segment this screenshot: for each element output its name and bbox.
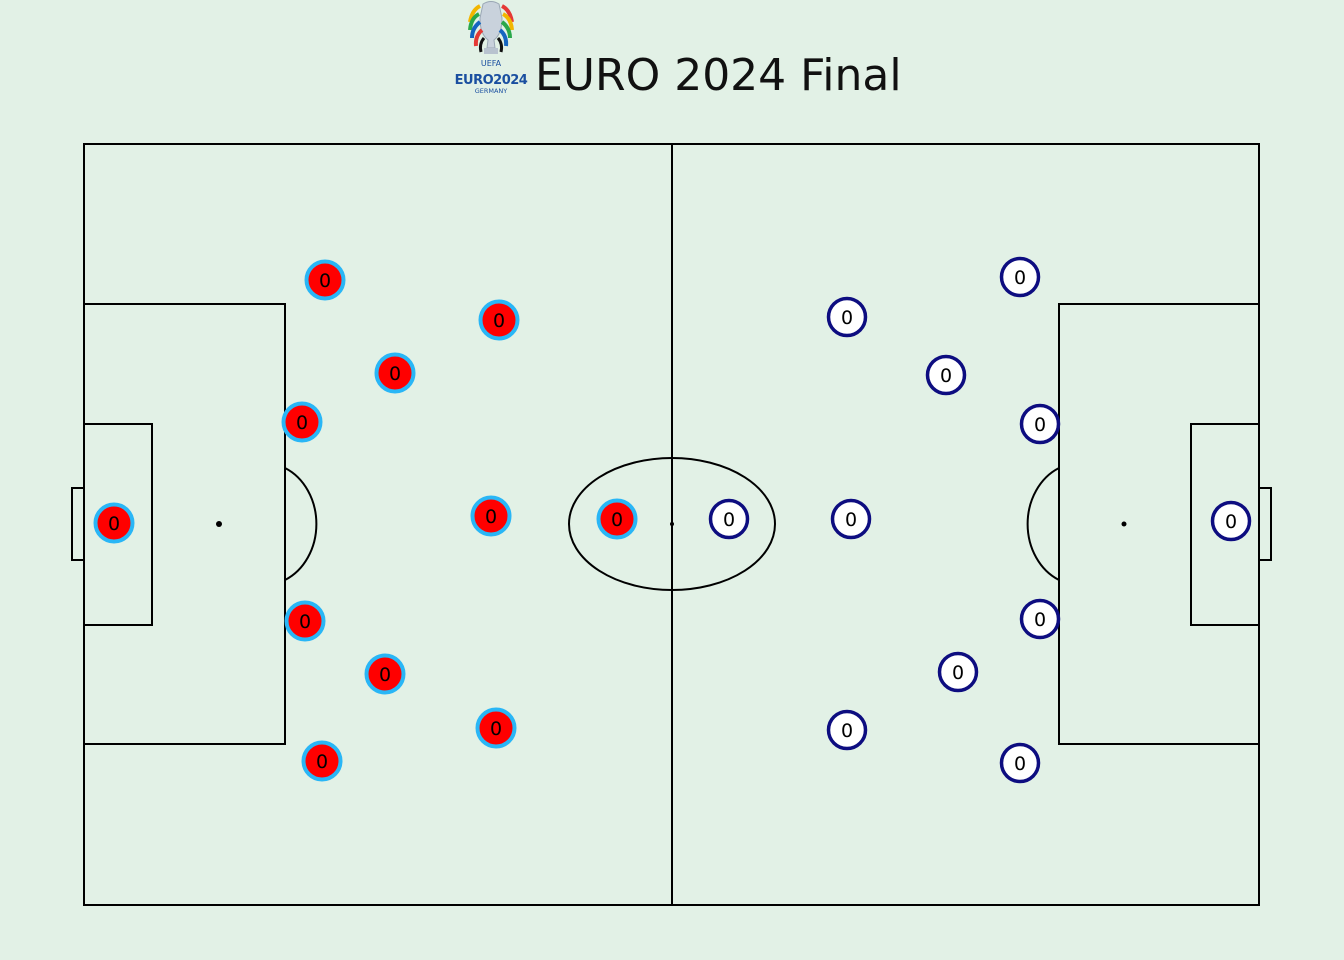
team-b-player-circle — [999, 742, 1041, 784]
team-a-player-circle — [364, 653, 406, 695]
team-a-player-marker: 0 — [301, 740, 343, 782]
team-b-player-circle — [826, 709, 868, 751]
team-b-player-number: 0 — [841, 307, 853, 329]
trophy-icon — [468, 1, 514, 54]
team-b-player-circle — [1019, 598, 1061, 640]
team-b-player-marker: 0 — [830, 498, 872, 540]
team-b-player-circle — [925, 354, 967, 396]
team-a-player-circle — [596, 498, 638, 540]
team-b-player-number: 0 — [940, 365, 952, 387]
team-a-player-circle — [475, 707, 517, 749]
team-a-player-number: 0 — [493, 310, 505, 332]
team-a-player-number: 0 — [389, 363, 401, 385]
right-goal — [1258, 487, 1272, 561]
team-b-player-number: 0 — [1225, 511, 1237, 533]
team-a-player-number: 0 — [108, 513, 120, 535]
team-a-player-marker: 0 — [284, 600, 326, 642]
team-b-player-marker: 0 — [925, 354, 967, 396]
team-b-player-number: 0 — [845, 509, 857, 531]
right-penalty-spot — [1121, 521, 1127, 527]
team-a-player-circle — [478, 299, 520, 341]
team-b-player-number: 0 — [723, 509, 735, 531]
team-a-player-circle — [281, 401, 323, 443]
team-b-player-number: 0 — [1014, 753, 1026, 775]
logo-euro-text: EURO2024 — [455, 73, 528, 88]
team-a-player-circle — [374, 352, 416, 394]
team-a-player-circle — [93, 502, 135, 544]
team-a: 0 0 0 0 0 0 0 0 0 0 0 — [93, 259, 638, 782]
euro-2024-logo: UEFA EURO2024 GERMANY — [455, 1, 528, 95]
team-a-player-marker: 0 — [478, 299, 520, 341]
team-a-player-marker: 0 — [304, 259, 346, 301]
team-a-player-marker: 0 — [596, 498, 638, 540]
team-b-player-marker: 0 — [937, 651, 979, 693]
team-a-player-circle — [284, 600, 326, 642]
team-a-player-circle — [470, 495, 512, 537]
team-b-player-marker: 0 — [708, 498, 750, 540]
team-b-player-marker: 0 — [1019, 598, 1061, 640]
team-b-player-number: 0 — [1034, 414, 1046, 436]
team-b-player-marker: 0 — [826, 709, 868, 751]
team-b-player-marker: 0 — [999, 256, 1041, 298]
team-a-player-number: 0 — [490, 718, 502, 740]
team-a-player-marker: 0 — [93, 502, 135, 544]
team-a-player-marker: 0 — [374, 352, 416, 394]
team-a-player-marker: 0 — [470, 495, 512, 537]
team-a-player-number: 0 — [296, 412, 308, 434]
team-b-player-number: 0 — [1034, 609, 1046, 631]
left-penalty-spot — [216, 521, 222, 527]
team-b-player-circle — [826, 296, 868, 338]
team-b-player-circle — [999, 256, 1041, 298]
page-title: EURO 2024 Final — [535, 50, 902, 101]
left-penalty-arc — [284, 467, 318, 581]
team-a-player-number: 0 — [485, 506, 497, 528]
team-b-player-marker: 0 — [1019, 403, 1061, 445]
team-b-player-number: 0 — [841, 720, 853, 742]
team-b-player-circle — [1019, 403, 1061, 445]
center-circle — [568, 457, 776, 591]
team-a-player-circle — [301, 740, 343, 782]
team-b-player-marker: 0 — [999, 742, 1041, 784]
team-b-player-circle — [1210, 500, 1252, 542]
team-b-player-circle — [937, 651, 979, 693]
logo-uefa-text: UEFA — [481, 59, 502, 68]
left-goal — [71, 487, 85, 561]
team-a-player-number: 0 — [319, 270, 331, 292]
team-a-player-marker: 0 — [475, 707, 517, 749]
team-b-player-marker: 0 — [826, 296, 868, 338]
logo-country-text: GERMANY — [475, 87, 508, 95]
team-a-player-number: 0 — [611, 509, 623, 531]
team-a-player-number: 0 — [316, 751, 328, 773]
team-b-player-circle — [708, 498, 750, 540]
team-a-player-marker: 0 — [364, 653, 406, 695]
team-a-player-circle — [304, 259, 346, 301]
team-b-player-number: 0 — [1014, 267, 1026, 289]
team-b: 0 0 0 0 0 0 0 0 0 0 0 — [708, 256, 1252, 784]
right-penalty-arc — [1026, 467, 1060, 581]
team-b-player-marker: 0 — [1210, 500, 1252, 542]
team-a-player-marker: 0 — [281, 401, 323, 443]
team-a-player-number: 0 — [299, 611, 311, 633]
header: UEFA EURO2024 GERMANY EURO 2024 Final — [0, 0, 1344, 110]
team-b-player-number: 0 — [952, 662, 964, 684]
center-spot — [670, 522, 674, 526]
team-b-player-circle — [830, 498, 872, 540]
team-a-player-number: 0 — [379, 664, 391, 686]
